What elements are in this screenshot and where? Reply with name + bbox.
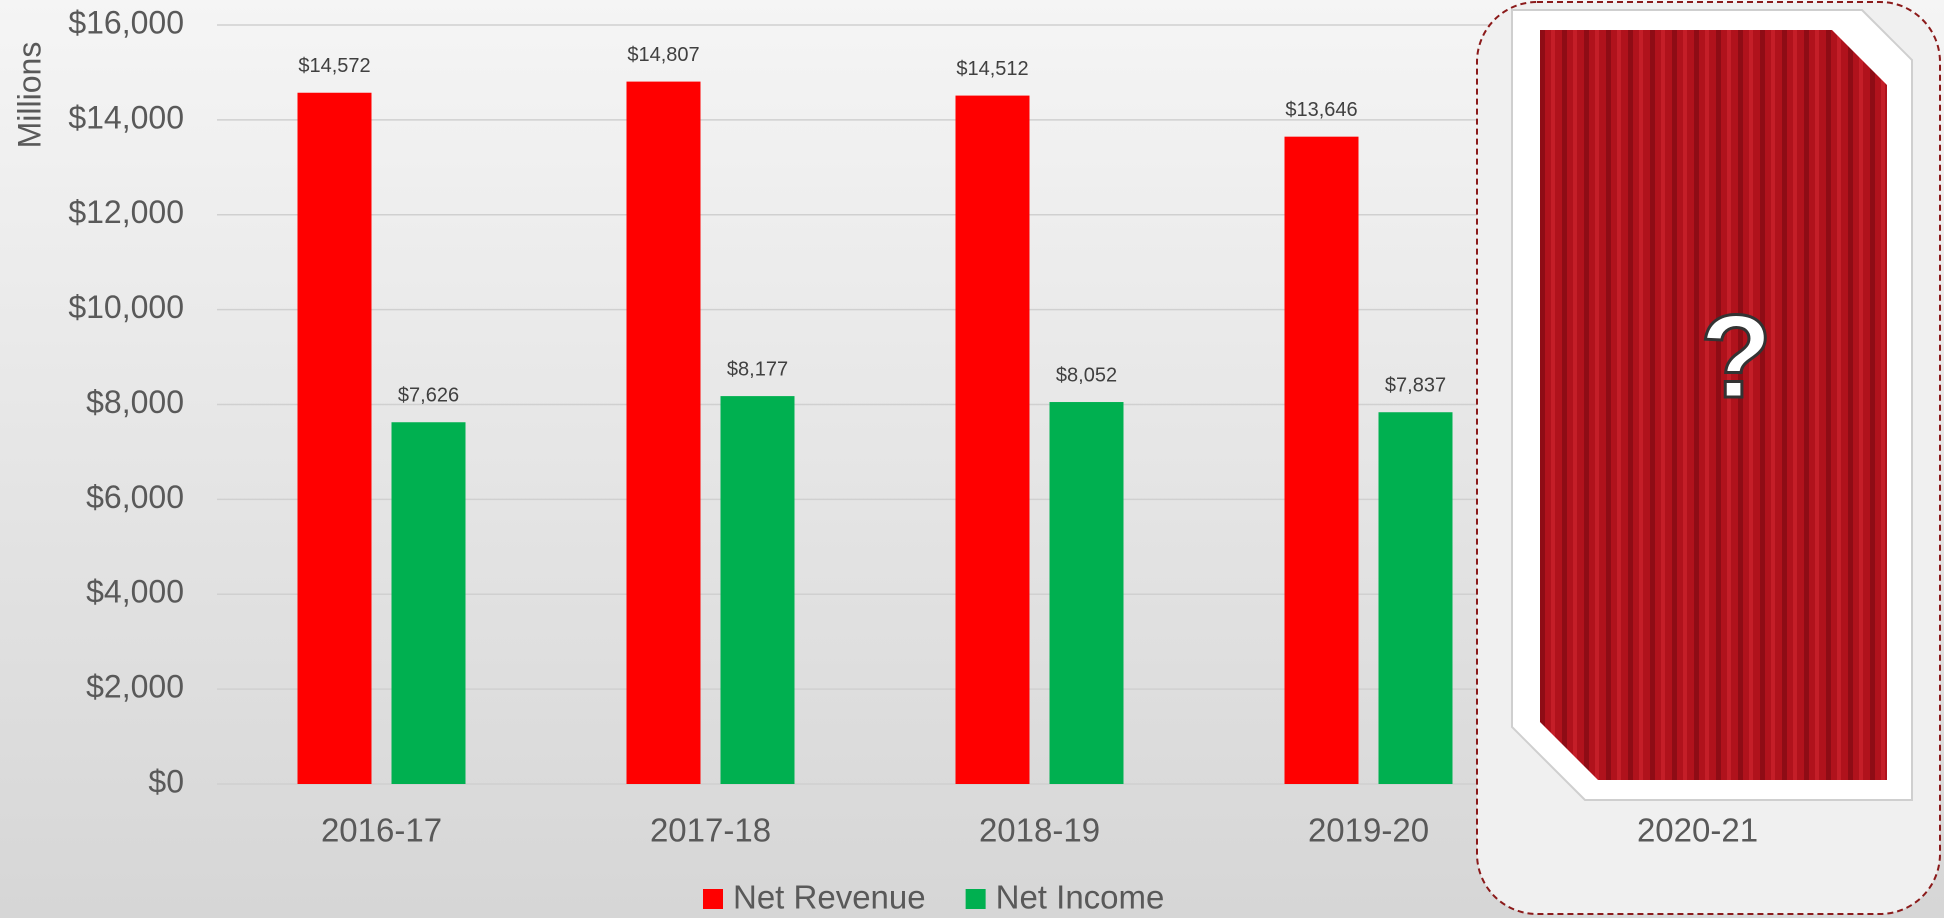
y-tick-label: $6,000 xyxy=(86,479,184,515)
chart: ? Millions $0 $2,000 $4,000 $6,000 $8,000 $10… xyxy=(0,0,1944,918)
y-axis-label: Millions xyxy=(11,42,47,149)
y-tick-label: $16,000 xyxy=(68,4,184,40)
value-label: $14,807 xyxy=(627,44,699,66)
mystery-panel: ? xyxy=(1477,2,1940,914)
y-tick-label: $0 xyxy=(148,763,184,799)
bar xyxy=(298,93,372,784)
x-tick-label: 2017-18 xyxy=(650,812,771,849)
y-tick-label: $2,000 xyxy=(86,669,184,705)
y-tick-label: $14,000 xyxy=(68,99,184,135)
bar xyxy=(1285,137,1359,784)
value-label: $7,837 xyxy=(1385,375,1446,397)
bar xyxy=(721,396,795,784)
x-tick-label: 2016-17 xyxy=(321,812,442,849)
y-tick-label: $4,000 xyxy=(86,574,184,610)
legend-label: Net Revenue xyxy=(733,879,926,916)
bar xyxy=(956,96,1030,784)
legend-swatch xyxy=(703,889,723,909)
y-tick-label: $10,000 xyxy=(68,289,184,325)
y-tick-label: $8,000 xyxy=(86,384,184,420)
value-label: $7,626 xyxy=(398,385,459,407)
value-label: $8,052 xyxy=(1056,364,1117,386)
value-label: $8,177 xyxy=(727,358,788,380)
x-tick-label: 2020-21 xyxy=(1637,812,1758,849)
value-label: $13,646 xyxy=(1285,99,1357,121)
bar xyxy=(627,82,701,784)
bar xyxy=(1050,402,1124,784)
x-tick-label: 2019-20 xyxy=(1308,812,1429,849)
value-label: $14,572 xyxy=(298,55,370,77)
legend-label: Net Income xyxy=(996,879,1165,916)
x-tick-label: 2018-19 xyxy=(979,812,1100,849)
value-label: $14,512 xyxy=(956,58,1028,80)
bar xyxy=(392,422,466,784)
legend-swatch xyxy=(966,889,986,909)
annotation: ? xyxy=(1700,291,1772,423)
bar xyxy=(1379,412,1453,784)
y-tick-label: $12,000 xyxy=(68,194,184,230)
